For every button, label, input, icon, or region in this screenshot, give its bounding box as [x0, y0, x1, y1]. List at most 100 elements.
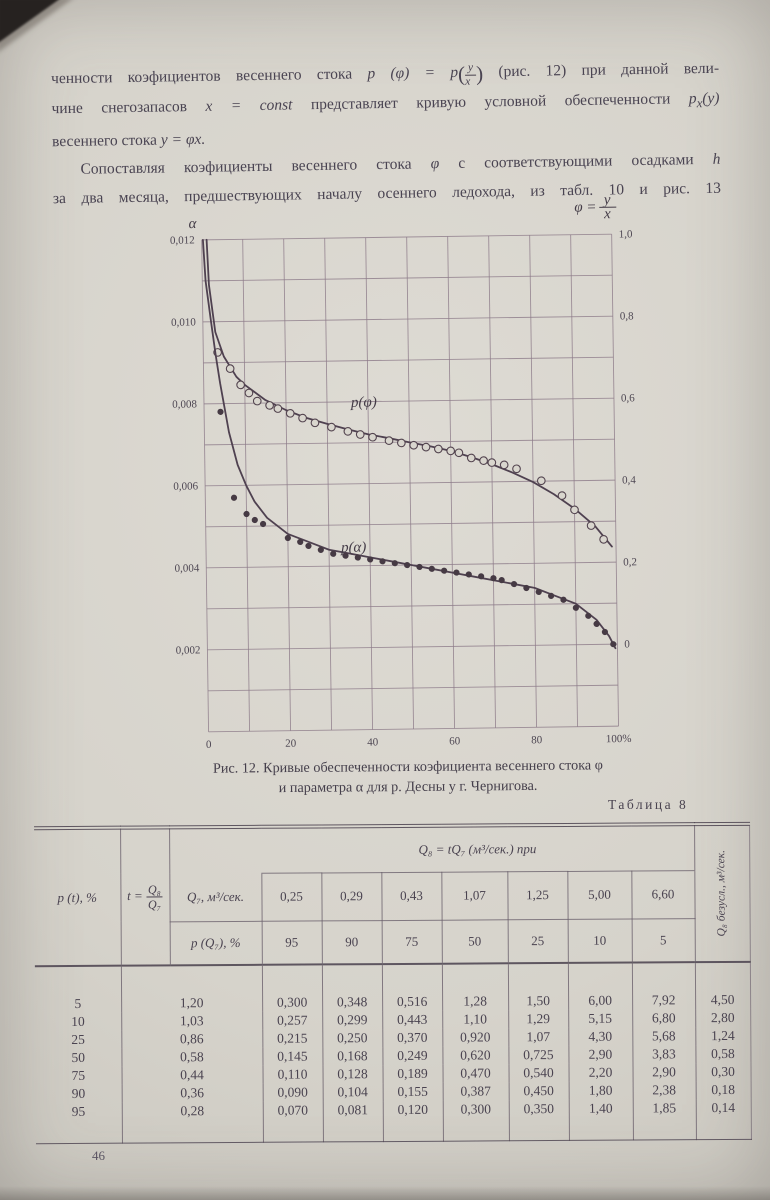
phi-data-point	[433, 444, 443, 454]
discharge-table: p (t), % t = Q₈ Q₇ Q₈ = tQ₇ (м³/сек.) при…	[34, 821, 752, 1145]
alpha-data-point	[560, 596, 567, 603]
phi-data-point	[499, 460, 509, 470]
alpha-data-point	[305, 542, 312, 550]
phi-data-point	[355, 430, 365, 439]
inline-formula: y = φx.	[160, 130, 206, 149]
alpha-data-point	[416, 563, 423, 571]
inline-symbol-h: h	[712, 151, 721, 169]
alpha-data-point	[510, 580, 518, 588]
x-axis-tick-label: 0	[206, 739, 212, 751]
phi-data-point	[557, 491, 567, 500]
table-label: Таблица 8	[608, 797, 689, 812]
alpha-data-point	[572, 604, 579, 611]
text-run: с соответствующими осадками	[458, 151, 694, 173]
alpha-data-point	[230, 494, 238, 501]
p-q7-value-header: 90	[321, 920, 382, 965]
cell-t-value: 0,86	[121, 1029, 263, 1049]
alpha-data-point	[354, 554, 361, 561]
q7-value-header: 1,07	[441, 871, 508, 920]
cell-q8-value: 3,83	[632, 1045, 696, 1064]
alpha-data-point	[478, 573, 485, 580]
cell-q8-value: 2,38	[632, 1081, 696, 1100]
cell-q8-value: 0,387	[442, 1082, 509, 1101]
table-8: p (t), % t = Q₈ Q₇ Q₈ = tQ₇ (м³/сек.) при…	[34, 821, 754, 1145]
phi-data-point	[236, 380, 245, 390]
phi-data-point	[599, 534, 608, 544]
cell-q8-unconditional: 2,80	[695, 1008, 751, 1028]
phi-data-point	[298, 413, 307, 423]
cell-q8-value: 1,10	[442, 1010, 509, 1029]
col-header-p-t: p (t), %	[34, 827, 121, 967]
fraction-numerator: y	[464, 61, 477, 76]
phi-data-point	[368, 432, 377, 442]
text-run: представляет кривую условной обеспеченно…	[310, 90, 671, 114]
p-q7-value-header: 10	[567, 918, 632, 963]
row-label-q7: Q₇, м³/сек.	[169, 872, 262, 922]
q8-over-q7-fraction: Q₈ Q₇	[145, 882, 163, 912]
left-axis-title-alpha: α	[188, 216, 197, 232]
cell-t-value: 1,03	[121, 1011, 263, 1031]
cell-q8-value: 0,110	[262, 1065, 323, 1084]
alpha-data-point	[379, 558, 386, 565]
phi-data-point	[285, 408, 295, 418]
right-axis-tick-label: 0,8	[620, 310, 634, 322]
x-axis-tick-label: 80	[531, 734, 543, 746]
cell-p-t: 90	[35, 1084, 122, 1104]
cell-q8-value: 0,128	[322, 1065, 383, 1084]
alpha-data-point	[284, 534, 291, 542]
inline-formula: p (φ) = p	[367, 63, 459, 83]
alpha-data-point	[601, 628, 609, 636]
cell-p-t: 95	[35, 1102, 122, 1144]
close-paren: )	[475, 61, 484, 86]
phi-curve-label: p(φ)	[350, 394, 377, 410]
left-axis-tick-label: 0,010	[171, 316, 196, 328]
cell-q8-value: 0,249	[382, 1046, 443, 1066]
formula-argument: (y)	[702, 89, 720, 108]
cell-t-value: 0,28	[121, 1101, 263, 1144]
phi-data-point	[586, 521, 596, 530]
inline-formula: x = const	[205, 96, 293, 116]
photo-corner-dark-wedge	[0, 0, 61, 43]
rotated-header-text: Q₈ безусл., м³/сек.	[715, 850, 728, 937]
fraction-numerator: Q₈	[145, 882, 163, 898]
cell-q8-value: 0,350	[508, 1099, 569, 1141]
phi-data-point	[327, 422, 336, 432]
cell-q8-value: 2,90	[632, 1063, 696, 1082]
x-axis-tick-label: 40	[367, 736, 379, 748]
left-axis-tick-label: 0,002	[176, 644, 201, 656]
grid-line-horizontal	[207, 643, 618, 651]
cell-q8-value: 0,540	[508, 1063, 569, 1083]
scan-bottom-shadow	[0, 1186, 770, 1200]
fraction-denominator: Q₇	[147, 897, 161, 912]
alpha-data-point	[342, 552, 349, 559]
cell-q8-value: 0,090	[262, 1083, 323, 1102]
rotated-col-header: Q₈ безусл., м³/сек.	[694, 823, 750, 963]
x-axis-tick-label: 20	[285, 738, 297, 750]
grid-line-horizontal	[207, 684, 618, 692]
phi-data-point	[536, 476, 546, 486]
cell-p-t: 75	[35, 1066, 122, 1086]
grid-line-horizontal	[206, 602, 617, 610]
p-q7-value-header: 5	[631, 918, 695, 963]
row-label-p-q7: p (Q₇), %	[169, 920, 262, 966]
cell-q8-value: 0,620	[442, 1046, 509, 1065]
phi-data-point	[244, 388, 254, 398]
cell-q8-value: 2,20	[568, 1063, 633, 1082]
probability-curves-plot: 0,012 0,010 0,008 0,006 0,004 0,002 1,0 0,8 0,6 0…	[170, 192, 637, 751]
phi-data-point	[343, 427, 353, 436]
grid-line-horizontal	[208, 725, 619, 733]
col-header-t-ratio: t = Q₈ Q₇	[120, 827, 170, 966]
phi-data-point	[479, 456, 488, 466]
alpha-data-point	[243, 510, 250, 518]
alpha-data-point	[251, 516, 258, 524]
right-axis-title-denominator: x	[603, 206, 611, 222]
q7-value-header: 0,29	[321, 872, 382, 921]
cell-q8-unconditional: 0,58	[695, 1044, 751, 1064]
right-axis-tick-label: 0,2	[623, 556, 637, 568]
phi-data-point	[446, 446, 456, 456]
alpha-data-point	[259, 520, 267, 528]
alpha-data-point	[585, 612, 592, 619]
cell-q8-unconditional: 1,24	[695, 1026, 751, 1046]
alpha-data-point	[535, 588, 542, 596]
